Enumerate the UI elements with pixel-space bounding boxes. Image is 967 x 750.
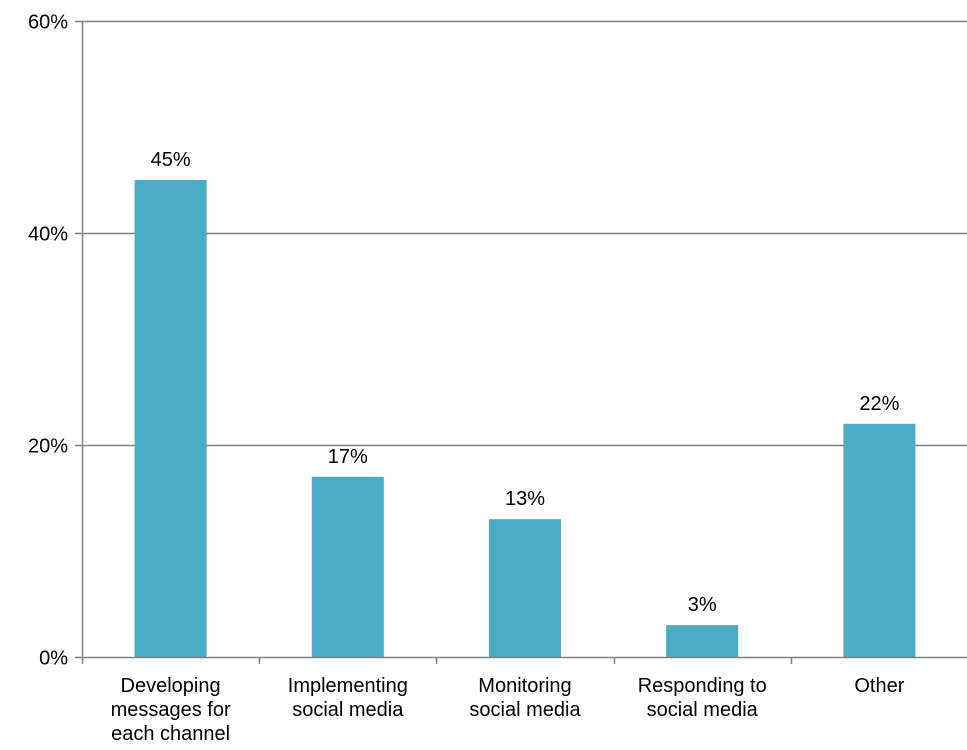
bars bbox=[134, 180, 916, 657]
data-labels: 45% 17% 13% 3% 22% bbox=[151, 149, 900, 616]
x-category-label-line: social media bbox=[292, 699, 404, 721]
x-category-label-line: Monitoring bbox=[478, 675, 571, 697]
data-label: 3% bbox=[688, 594, 717, 616]
x-category-label: Monitoring social media bbox=[469, 675, 581, 721]
x-category-label-line: social media bbox=[647, 699, 759, 721]
data-label: 13% bbox=[505, 488, 545, 510]
data-label: 45% bbox=[151, 149, 191, 171]
x-category-label-line: messages for bbox=[111, 699, 231, 721]
gridlines bbox=[82, 20, 967, 447]
bar bbox=[489, 519, 561, 657]
y-tick-label: 40% bbox=[28, 224, 68, 246]
x-category-label: Developing messages for each channel bbox=[111, 675, 231, 745]
bar bbox=[134, 180, 207, 657]
axes bbox=[75, 20, 967, 664]
x-axis-category-labels: Developing messages for each channel Implem… bbox=[111, 675, 905, 745]
x-category-label-line: Responding to bbox=[638, 675, 767, 697]
y-tick-label: 60% bbox=[28, 12, 68, 34]
y-tick-label: 20% bbox=[28, 436, 68, 458]
y-axis-tick-labels: 0% 20% 40% 60% bbox=[28, 12, 68, 670]
y-tick-label: 0% bbox=[39, 648, 68, 670]
x-category-label-line: Other bbox=[854, 675, 904, 697]
bar bbox=[666, 625, 739, 657]
x-category-label: Responding to social media bbox=[638, 675, 767, 721]
x-category-label: Other bbox=[854, 675, 904, 697]
bar bbox=[311, 476, 384, 657]
x-category-label-line: each channel bbox=[111, 723, 230, 745]
x-category-label-line: Implementing bbox=[288, 675, 408, 697]
data-label: 22% bbox=[859, 393, 899, 415]
data-label: 17% bbox=[328, 446, 368, 468]
x-category-label-line: social media bbox=[469, 699, 581, 721]
x-category-label: Implementing social media bbox=[288, 675, 408, 721]
x-category-label-line: Developing bbox=[121, 675, 221, 697]
bar bbox=[843, 423, 916, 657]
